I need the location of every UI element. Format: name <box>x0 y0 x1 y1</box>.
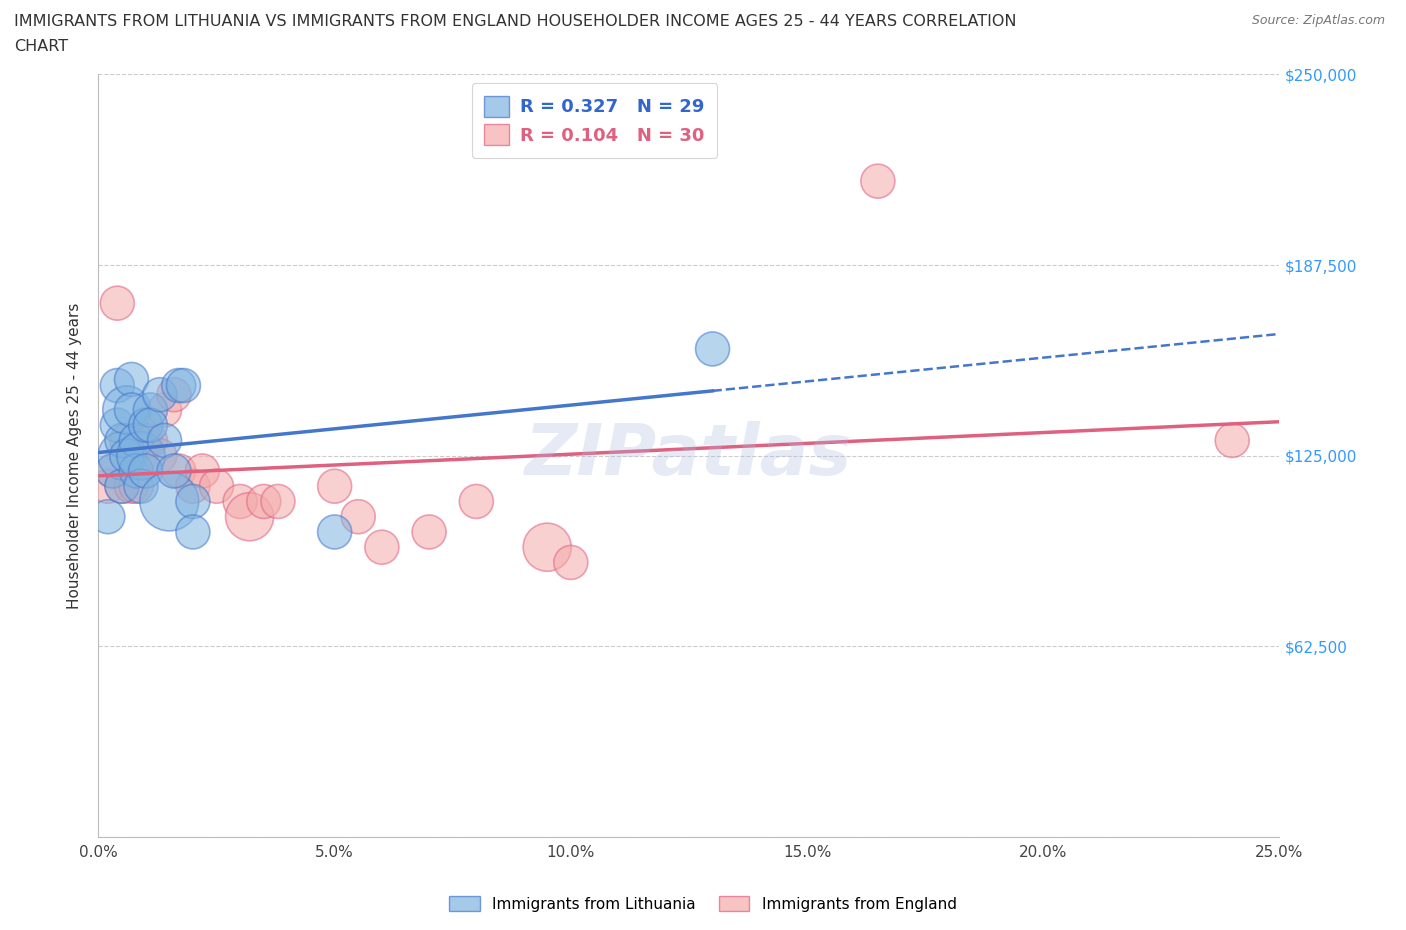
Point <box>139 418 162 432</box>
Point <box>229 494 252 509</box>
Point <box>163 387 186 402</box>
Point <box>125 479 148 494</box>
Point <box>167 379 190 393</box>
Point <box>172 379 194 393</box>
Point <box>239 510 262 525</box>
Point <box>181 479 204 494</box>
Point <box>115 433 138 448</box>
Point <box>135 433 157 448</box>
Point <box>149 448 172 463</box>
Point <box>135 418 157 432</box>
Point <box>153 433 176 448</box>
Point <box>153 403 176 418</box>
Point <box>129 448 152 463</box>
Point <box>465 494 488 509</box>
Point <box>125 433 148 448</box>
Point <box>560 555 582 570</box>
Point <box>181 494 204 509</box>
Point <box>149 387 172 402</box>
Point <box>121 479 143 494</box>
Point <box>97 479 120 494</box>
Point <box>167 463 190 478</box>
Text: CHART: CHART <box>14 39 67 54</box>
Point <box>105 379 128 393</box>
Point <box>267 494 290 509</box>
Point <box>253 494 276 509</box>
Point <box>111 448 134 463</box>
Point <box>347 510 370 525</box>
Text: Source: ZipAtlas.com: Source: ZipAtlas.com <box>1251 14 1385 27</box>
Point <box>115 448 138 463</box>
Point <box>157 494 180 509</box>
Point <box>205 479 228 494</box>
Point <box>135 463 157 478</box>
Point <box>418 525 440 539</box>
Point <box>125 463 148 478</box>
Text: IMMIGRANTS FROM LITHUANIA VS IMMIGRANTS FROM ENGLAND HOUSEHOLDER INCOME AGES 25 : IMMIGRANTS FROM LITHUANIA VS IMMIGRANTS … <box>14 14 1017 29</box>
Point <box>181 525 204 539</box>
Point <box>111 479 134 494</box>
Point <box>101 463 124 478</box>
Point <box>129 448 152 463</box>
Point <box>371 539 394 554</box>
Y-axis label: Householder Income Ages 25 - 44 years: Householder Income Ages 25 - 44 years <box>67 302 83 609</box>
Point <box>105 418 128 432</box>
Point <box>323 479 346 494</box>
Point <box>101 463 124 478</box>
Point <box>111 433 134 448</box>
Point <box>702 341 724 356</box>
Point <box>121 403 143 418</box>
Point <box>191 463 214 478</box>
Point <box>115 403 138 418</box>
Point <box>163 463 186 478</box>
Point <box>139 403 162 418</box>
Point <box>97 510 120 525</box>
Text: ZIPatlas: ZIPatlas <box>526 421 852 490</box>
Point <box>866 174 889 189</box>
Point <box>129 479 152 494</box>
Point <box>139 433 162 448</box>
Legend: Immigrants from Lithuania, Immigrants from England: Immigrants from Lithuania, Immigrants fr… <box>443 889 963 918</box>
Point <box>121 372 143 387</box>
Point <box>111 479 134 494</box>
Legend: R = 0.327   N = 29, R = 0.104   N = 30: R = 0.327 N = 29, R = 0.104 N = 30 <box>471 84 717 158</box>
Point <box>1220 433 1243 448</box>
Point <box>105 296 128 311</box>
Point <box>323 525 346 539</box>
Point <box>536 539 558 554</box>
